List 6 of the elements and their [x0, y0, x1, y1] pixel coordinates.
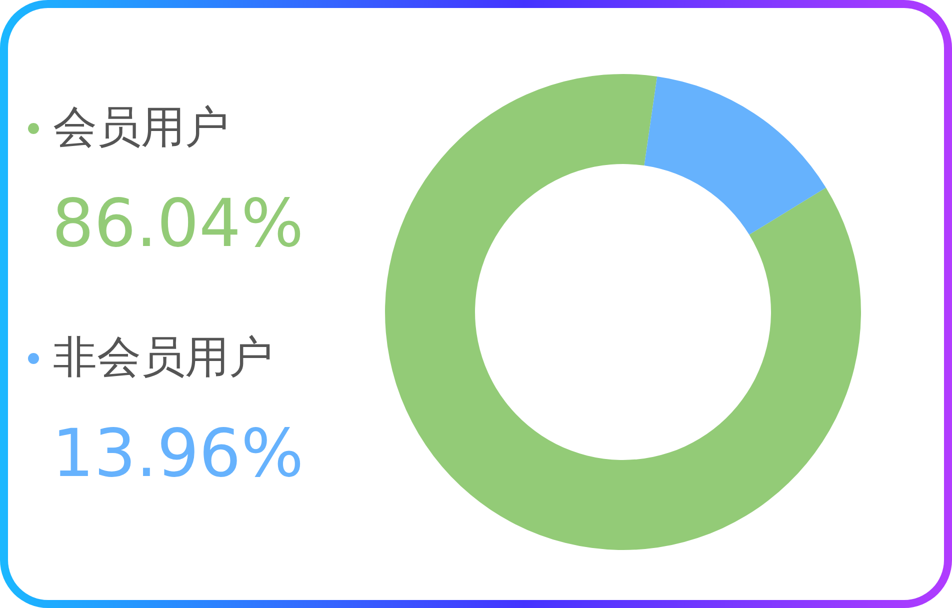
- data-label: 86.04%: [52, 185, 304, 262]
- donut-slice: [644, 76, 826, 235]
- legend-label: 会员用户: [53, 101, 229, 155]
- legend-label: 非会员用户: [53, 331, 273, 385]
- donut-slice: [385, 74, 861, 550]
- data-label: 13.96%: [52, 415, 304, 492]
